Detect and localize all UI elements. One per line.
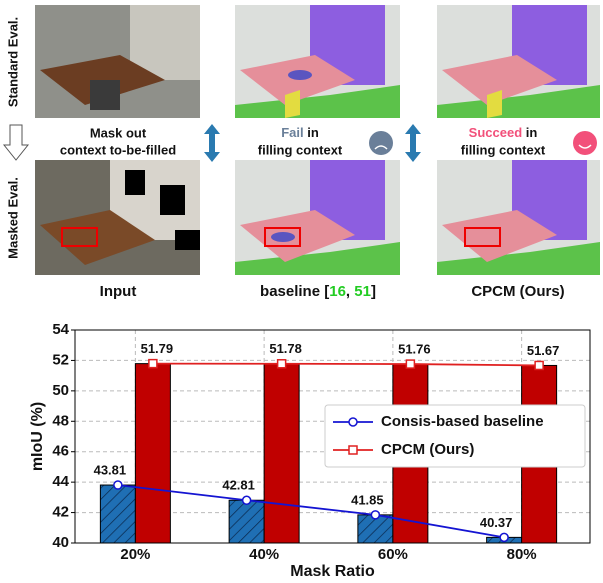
value-label: 43.81 [94,462,127,477]
column-label: Input [100,283,137,300]
marker [114,481,122,489]
x-tick-label: 40% [249,546,279,563]
panel-ours-standard [437,5,600,118]
note-rest: in [522,125,537,140]
y-tick-label: 48 [52,412,69,429]
x-axis-label: Mask Ratio [290,563,375,580]
panel-baseline-masked [235,160,400,275]
row-label: Masked Eval. [5,177,20,259]
note: Fail in [281,125,319,140]
marker [149,360,157,368]
marker [371,511,379,519]
sad-face [369,131,393,155]
y-tick-label: 44 [52,473,69,490]
ref: 51 [354,283,371,300]
note-rest: in [304,125,319,140]
panel-baseline-standard [235,5,400,118]
value-label: 51.79 [141,341,174,356]
note: Succeed in [469,125,538,140]
y-tick-label: 46 [52,443,69,460]
series-line [153,364,539,366]
note: filling context [461,142,546,157]
column-label: baseline [16, 51] [260,283,376,300]
bar [100,485,135,543]
legend-marker [349,446,357,454]
marker [500,533,508,541]
panel-input-standard [35,5,200,118]
happy-face [573,131,597,155]
y-tick-label: 52 [52,351,69,368]
bar [135,364,170,543]
marker [406,360,414,368]
row-label: Standard Eval. [5,17,20,107]
bar [229,500,264,543]
note-word: Fail [281,125,303,140]
label-part: ] [371,283,376,300]
panel-input-masked [35,160,200,275]
label-part: baseline [ [260,283,329,300]
page: Standard Eval. Masked Eval. Mask out con… [0,0,603,583]
y-tick-label: 54 [52,321,69,338]
series-line [118,485,504,537]
x-tick-label: 20% [120,546,150,563]
marker [535,361,543,369]
label-part: , [346,283,354,300]
y-tick-label: 42 [52,504,69,521]
ref: 16 [329,283,346,300]
x-tick-label: 80% [507,546,537,563]
legend-label: CPCM (Ours) [381,441,474,458]
panel-ours-masked [437,160,600,275]
figure: Standard Eval. Masked Eval. Mask out con… [0,0,603,583]
value-label: 40.37 [480,515,513,530]
value-label: 51.78 [269,341,302,356]
legend-marker [349,418,357,426]
column-label: CPCM (Ours) [471,283,564,300]
value-label: 42.81 [222,478,255,493]
y-axis-label: mIoU (%) [29,402,46,471]
x-tick-label: 60% [378,546,408,563]
value-label: 51.76 [398,342,431,357]
note: filling context [258,142,343,157]
bar [264,364,299,543]
value-label: 41.85 [351,492,384,507]
note: context to-be-filled [60,142,176,157]
chart: 40 42 44 46 48 50 52 54 20% 40% 60% 80% 43.81 42.81 41… [29,321,590,580]
y-tick-label: 50 [52,382,69,399]
y-tick-label: 40 [52,534,69,551]
value-label: 51.67 [527,343,560,358]
note: Mask out [90,125,147,140]
note-word: Succeed [469,125,523,140]
marker [243,496,251,504]
legend-label: Consis-based baseline [381,413,544,430]
marker [278,360,286,368]
down-arrow [4,125,28,160]
